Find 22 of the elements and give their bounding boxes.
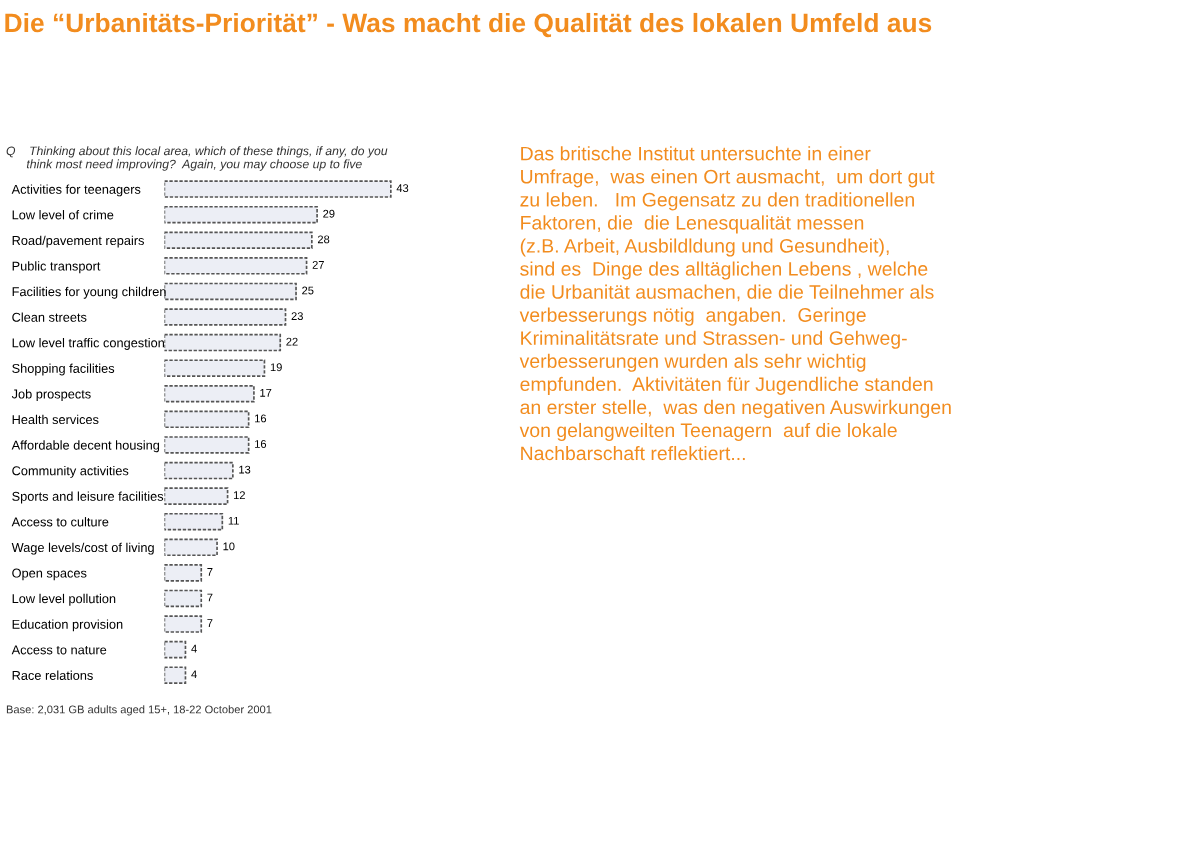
text: Das britische Institut untersuchte in einer Umfrage, was einen Ort ausmacht, um dort gut zu leben. Im Gegensatz zu den traditionellen Faktoren, die die Lenesqualität messen (z.B. Arbeit, Ausbildldung und Gesundheit), sind es Dinge des alltäglichen Lebens , welche die Urbanität ausmachen, die die Teilnehmer als verbesserungs nötig angaben. Geringe Kriminalitätsrate und Strassen- und Gehweg- verbesserungen wurden als sehr wichtig empfunden. Aktivitäten für Jugendliche standen an erster stelle, was den negativen Auswirkungen von gelangweilten Teenagern auf die lokale Nachbarschaft reflektiert... <box>519 146 951 461</box>
bar <box>164 436 250 454</box>
bar <box>164 333 282 352</box>
bar <box>164 640 187 659</box>
bar <box>164 461 234 480</box>
bar <box>164 205 318 224</box>
bar <box>164 564 203 582</box>
bar <box>164 257 308 275</box>
bar <box>164 282 297 301</box>
bar <box>164 487 229 505</box>
bar <box>164 385 255 403</box>
bar <box>164 538 218 557</box>
bar <box>164 231 313 250</box>
bar <box>164 512 224 531</box>
bar <box>164 180 392 198</box>
bar <box>164 359 266 377</box>
bar <box>164 410 250 429</box>
bar <box>164 615 203 633</box>
bar <box>164 666 187 684</box>
bar <box>164 589 203 608</box>
bar <box>164 308 287 326</box>
text: Die “Urbanitäts-Priorität” - Was macht die Qualität des lokalen Umfeld aus <box>5 12 932 38</box>
